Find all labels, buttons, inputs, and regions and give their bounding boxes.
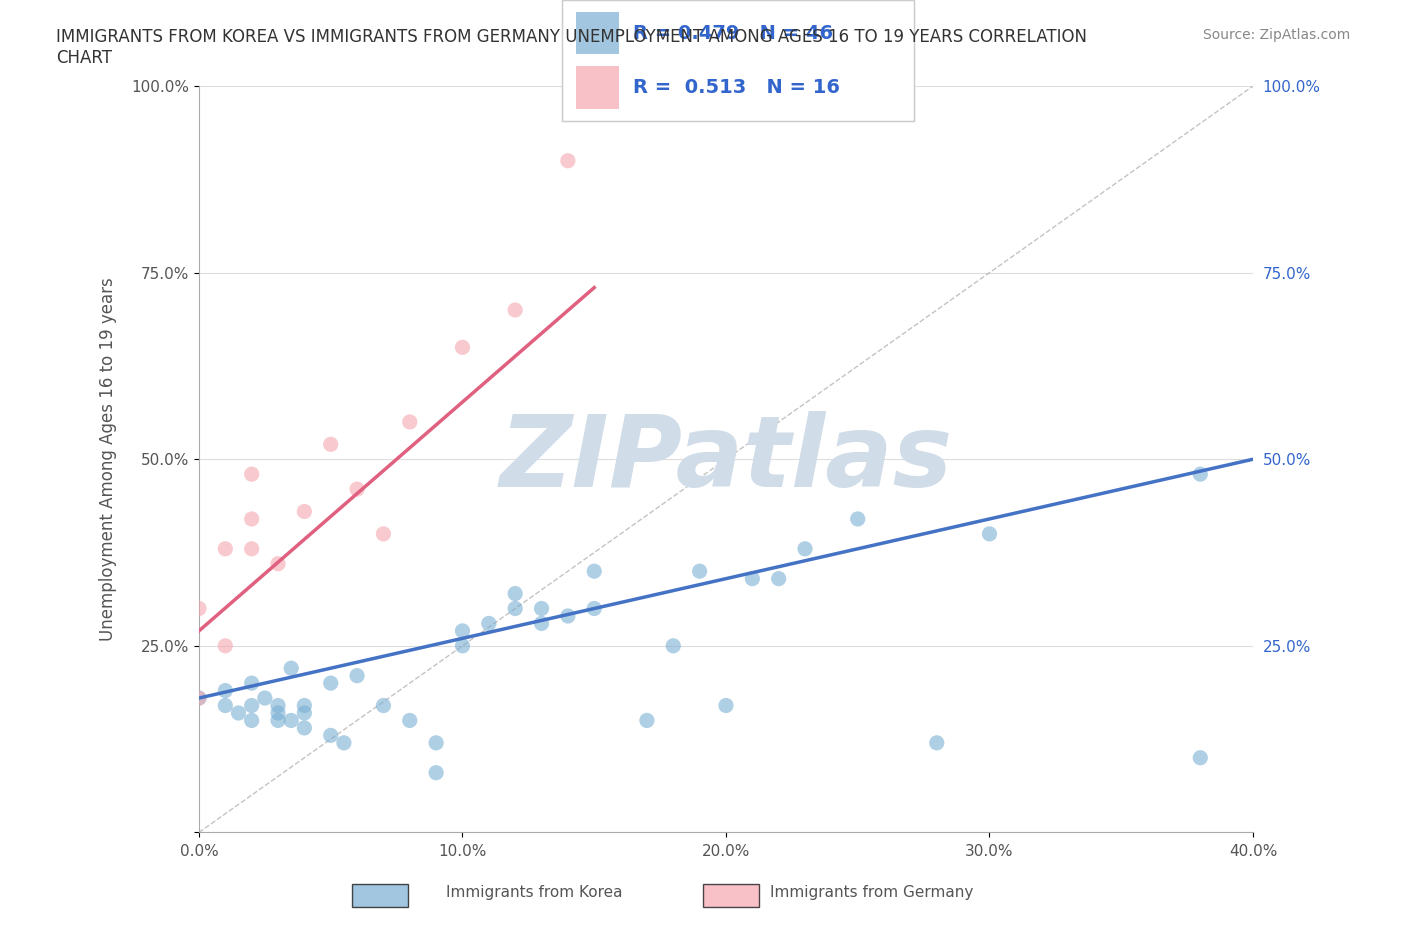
Point xyxy=(333,736,356,751)
Point xyxy=(689,564,711,578)
Point xyxy=(319,728,342,743)
Point xyxy=(478,616,501,631)
Point xyxy=(398,415,420,430)
Point xyxy=(425,736,447,751)
Point xyxy=(451,638,474,653)
Point xyxy=(714,698,737,713)
Point xyxy=(214,541,236,556)
Point xyxy=(979,526,1001,541)
Point xyxy=(188,601,211,616)
Text: R = 0.479   N = 46: R = 0.479 N = 46 xyxy=(633,24,832,44)
Point xyxy=(451,339,474,354)
Point xyxy=(240,467,263,482)
Point xyxy=(267,556,290,571)
Bar xyxy=(576,67,619,109)
Point xyxy=(398,713,420,728)
Point xyxy=(451,623,474,638)
Point xyxy=(240,512,263,526)
Point xyxy=(214,638,236,653)
Point xyxy=(741,571,763,586)
Point xyxy=(214,684,236,698)
Point xyxy=(214,698,236,713)
Y-axis label: Unemployment Among Ages 16 to 19 years: Unemployment Among Ages 16 to 19 years xyxy=(100,277,117,641)
Point xyxy=(346,669,368,684)
Point xyxy=(346,482,368,497)
Point xyxy=(583,564,606,578)
Text: IMMIGRANTS FROM KOREA VS IMMIGRANTS FROM GERMANY UNEMPLOYMENT AMONG AGES 16 TO 1: IMMIGRANTS FROM KOREA VS IMMIGRANTS FROM… xyxy=(56,28,1087,67)
Point xyxy=(253,691,276,706)
Point xyxy=(557,153,579,168)
Point xyxy=(503,601,526,616)
Point xyxy=(240,698,263,713)
Point xyxy=(292,698,315,713)
Point xyxy=(530,601,553,616)
Point xyxy=(280,713,302,728)
Point xyxy=(925,736,948,751)
Point xyxy=(503,586,526,601)
Text: R =  0.513   N = 16: R = 0.513 N = 16 xyxy=(633,77,839,97)
Point xyxy=(1189,467,1212,482)
Point xyxy=(768,571,790,586)
Point xyxy=(292,706,315,721)
Point xyxy=(319,676,342,691)
Point xyxy=(425,765,447,780)
Point xyxy=(188,691,211,706)
Point xyxy=(240,541,263,556)
Point xyxy=(583,601,606,616)
Text: Immigrants from Korea: Immigrants from Korea xyxy=(446,885,623,900)
Point xyxy=(292,504,315,519)
Point xyxy=(530,616,553,631)
Text: Immigrants from Germany: Immigrants from Germany xyxy=(770,885,973,900)
Point xyxy=(846,512,869,526)
Point xyxy=(662,638,685,653)
Point xyxy=(240,676,263,691)
Point xyxy=(636,713,658,728)
Point xyxy=(240,713,263,728)
Point xyxy=(373,526,395,541)
Text: ZIPatlas: ZIPatlas xyxy=(499,411,952,508)
Point xyxy=(267,706,290,721)
Point xyxy=(503,302,526,317)
Point xyxy=(319,437,342,452)
Point xyxy=(280,661,302,676)
Point xyxy=(557,608,579,623)
Point xyxy=(267,698,290,713)
Point xyxy=(188,691,211,706)
Bar xyxy=(576,12,619,54)
Point xyxy=(292,721,315,736)
Point xyxy=(267,713,290,728)
Point xyxy=(373,698,395,713)
Point xyxy=(228,706,250,721)
Text: Source: ZipAtlas.com: Source: ZipAtlas.com xyxy=(1202,28,1350,42)
Point xyxy=(794,541,817,556)
Point xyxy=(1189,751,1212,765)
